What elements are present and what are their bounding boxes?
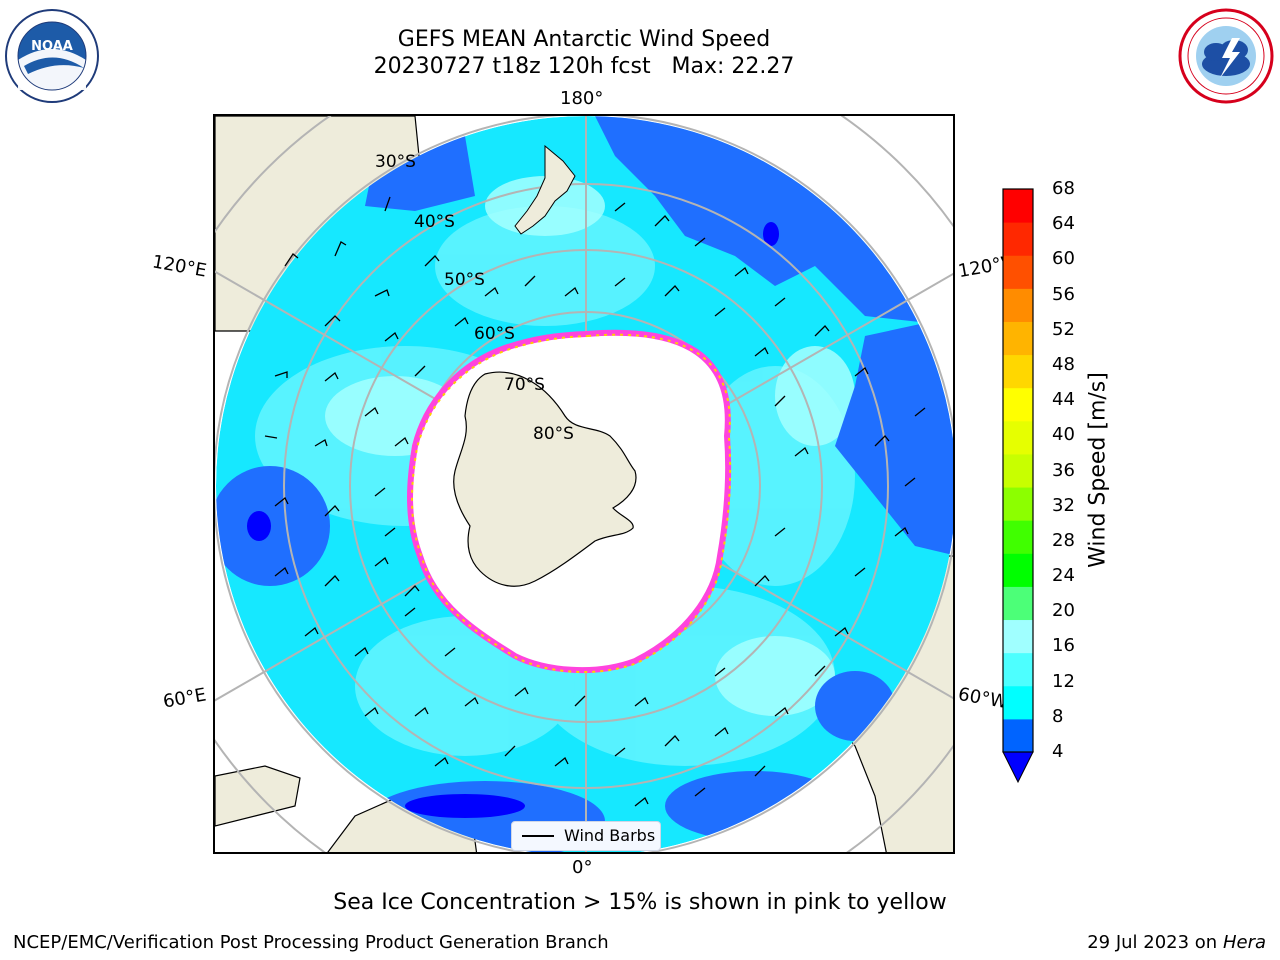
colorbar-extend-triangle [1002, 751, 1034, 784]
footer-date-text: 29 Jul 2023 on [1087, 932, 1223, 953]
colorbar-segment [1003, 288, 1033, 322]
new-zealand [514, 144, 576, 235]
colorbar-tick-label: 32 [1052, 494, 1075, 516]
title-line-1: GEFS MEAN Antarctic Wind Speed [397, 27, 771, 52]
noaa-logo: NOAA [5, 9, 99, 103]
sea-ice-footnote: Sea Ice Concentration > 15% is shown in … [333, 890, 947, 915]
wind-speed-colorbar [1002, 188, 1034, 784]
colorbar-segment [1003, 189, 1033, 223]
colorbar-tick-label: 40 [1052, 424, 1075, 446]
lat-label-80s: 80°S [533, 424, 574, 444]
footer-host: Hera [1222, 932, 1266, 953]
lat-label-70s: 70°S [504, 375, 545, 395]
colorbar-tick-label: 64 [1052, 213, 1075, 235]
colorbar-tick-label: 8 [1052, 705, 1064, 727]
colorbar-segment [1003, 652, 1033, 687]
lon-label-180: 180° [560, 88, 604, 109]
footer-producer: NCEP/EMC/Verification Post Processing Pr… [13, 932, 609, 953]
svg-text:NOAA: NOAA [31, 39, 73, 54]
title-line-2: 20230727 t18z 120h fcst Max: 22.27 [373, 54, 795, 79]
colorbar-tick-label: 4 [1052, 741, 1064, 762]
colorbar-tick-label: 24 [1052, 565, 1075, 587]
colorbar-segment [1003, 487, 1033, 521]
lat-label-60s: 60°S [474, 324, 515, 344]
colorbar-segment [1003, 222, 1033, 256]
colorbar-tick-label: 16 [1052, 635, 1075, 657]
antarctic-wind-map: Wind Barbs [213, 114, 955, 854]
colorbar-tick-label: 48 [1052, 353, 1075, 375]
colorbar-segment [1003, 354, 1033, 389]
colorbar-segments [1003, 189, 1033, 753]
lat-label-40s: 40°S [414, 212, 455, 232]
colorbar-tick-label: 68 [1052, 178, 1075, 199]
colorbar-segment [1003, 685, 1033, 720]
colorbar-tick-label: 36 [1052, 459, 1075, 481]
lat-label-30s: 30°S [375, 152, 416, 172]
colorbar-segment [1003, 619, 1033, 654]
colorbar-segment [1003, 321, 1033, 356]
map-canvas [215, 116, 953, 852]
colorbar-tick-label: 28 [1052, 529, 1075, 551]
colorbar-tick-label: 56 [1052, 283, 1075, 305]
colorbar-tick-label: 52 [1052, 318, 1075, 340]
map-legend: Wind Barbs [511, 821, 661, 851]
colorbar-tick-label: 44 [1052, 389, 1075, 411]
lon-label-60e: 60°E [161, 684, 208, 713]
colorbar-segment [1003, 420, 1033, 455]
colorbar-segment [1003, 718, 1033, 753]
colorbar-segment [1003, 553, 1033, 587]
colorbar-segment [1003, 453, 1033, 488]
colorbar-tick-label: 60 [1052, 248, 1075, 270]
colorbar-segment [1003, 255, 1033, 289]
colorbar-label: Wind Speed [m/s] [1085, 372, 1111, 568]
colorbar-segment [1003, 520, 1033, 554]
antarctica [453, 371, 637, 587]
colorbar-tick-label: 12 [1052, 670, 1075, 692]
wind-barbs [264, 196, 926, 807]
legend-line-swatch [522, 835, 554, 837]
nws-logo [1178, 8, 1274, 104]
legend-label: Wind Barbs [564, 826, 656, 845]
colorbar-segment [1003, 586, 1033, 621]
lat-label-50s: 50°S [444, 270, 485, 290]
lon-label-120e: 120°E [150, 251, 209, 282]
colorbar-tick-label: 20 [1052, 600, 1075, 622]
footer-date: 29 Jul 2023 on Hera [1087, 932, 1266, 953]
lon-label-0: 0° [572, 857, 593, 878]
colorbar-segment [1003, 387, 1033, 422]
